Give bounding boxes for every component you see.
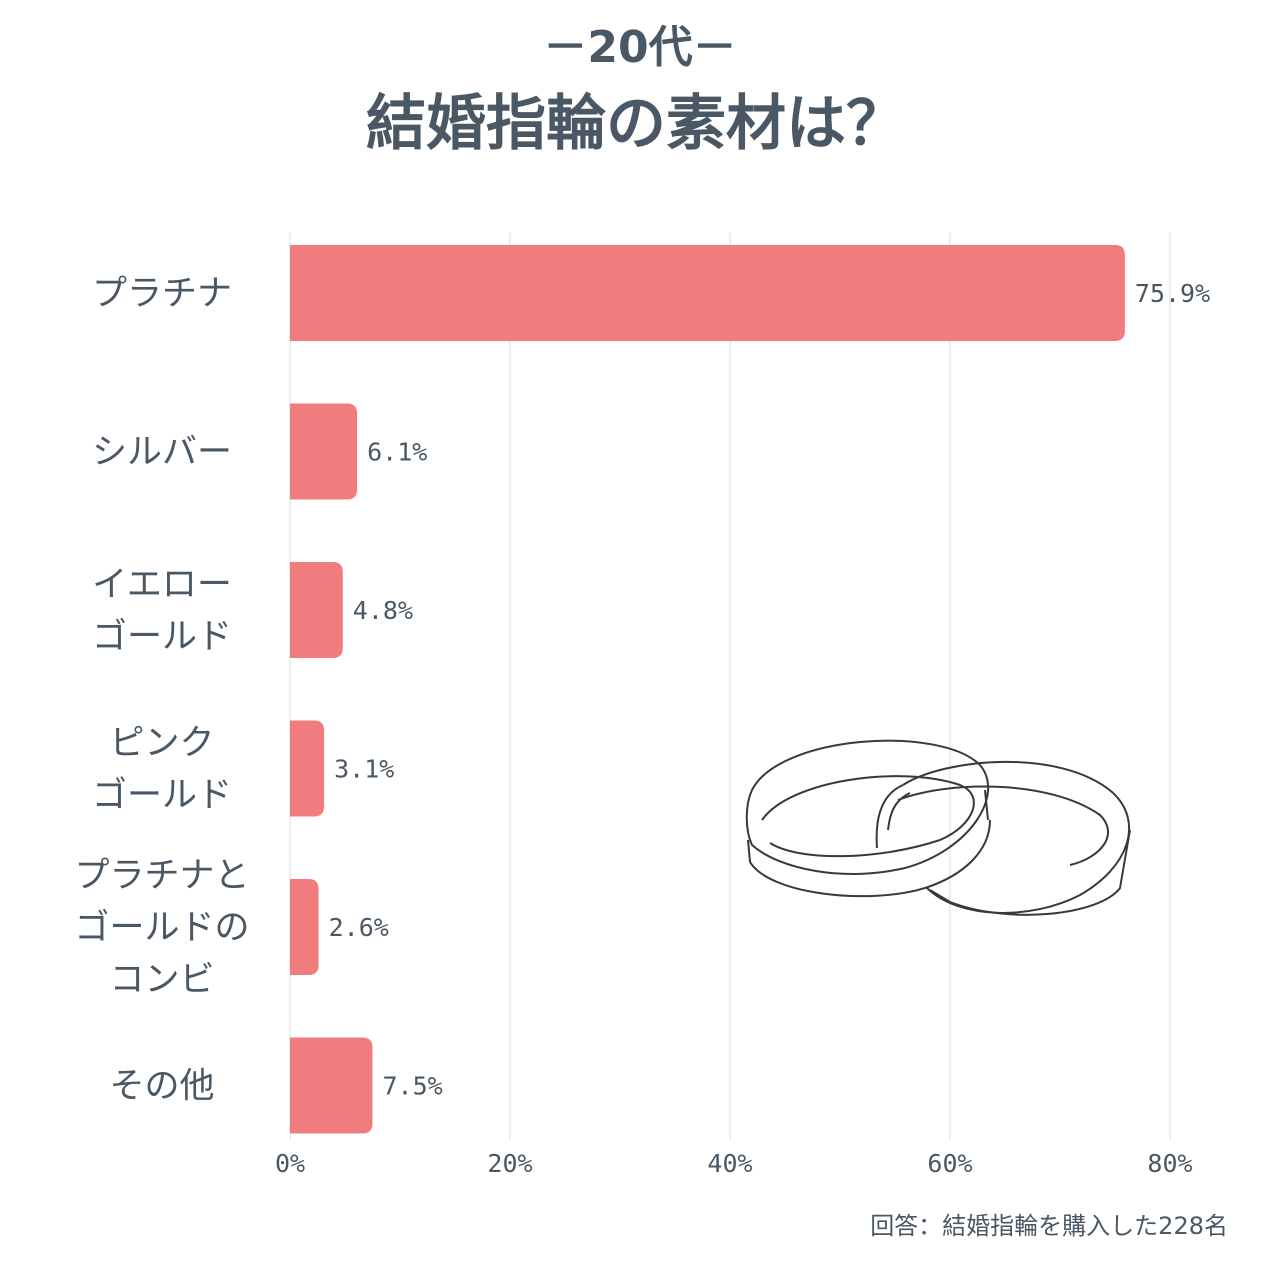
category-label: その他 [109, 1067, 214, 1107]
category-label: ゴールド [92, 617, 232, 657]
value-label: 4.8% [353, 596, 413, 625]
x-tick-label: 0% [275, 1149, 305, 1178]
x-tick-label: 60% [927, 1149, 972, 1178]
x-tick-label: 40% [707, 1149, 752, 1178]
bar [290, 720, 325, 817]
category-label: イエロー [92, 565, 232, 605]
ring-right-icon [875, 760, 1131, 916]
bar [290, 403, 358, 500]
value-label: 3.1% [334, 755, 394, 784]
footnote: 回答：結婚指輪を購入した228名 [870, 1212, 1228, 1240]
x-axis-ticks: 0% 20% 40% 60% 80% [275, 1149, 1193, 1178]
category-label: シルバー [92, 433, 232, 473]
value-labels: 75.9% 6.1% 4.8% 3.1% 2.6% 7.5% [329, 279, 1211, 1101]
chart-title: 結婚指輪の素材は？ [366, 89, 906, 159]
wedding-rings-illustration [745, 739, 1131, 916]
value-label: 75.9% [1135, 279, 1210, 308]
category-label: コンビ [109, 960, 214, 1000]
bar [290, 879, 319, 975]
value-label: 2.6% [329, 913, 389, 942]
x-tick-label: 80% [1147, 1149, 1192, 1178]
bar [290, 1037, 373, 1134]
bar [290, 245, 1125, 341]
x-tick-label: 20% [487, 1149, 532, 1178]
ring-left-icon [745, 739, 991, 898]
value-label: 7.5% [383, 1072, 443, 1101]
bar [290, 562, 343, 658]
value-label: 6.1% [367, 438, 427, 467]
chart-subtitle: －20代－ [543, 22, 736, 73]
category-label: プラチナと [74, 856, 249, 896]
category-label: ゴールド [92, 776, 232, 816]
gridlines [289, 232, 1171, 1140]
category-label: ゴールドの [74, 908, 249, 948]
bars [290, 245, 1125, 1134]
category-label: プラチナ [92, 274, 232, 314]
category-label: ピンク [109, 724, 214, 764]
